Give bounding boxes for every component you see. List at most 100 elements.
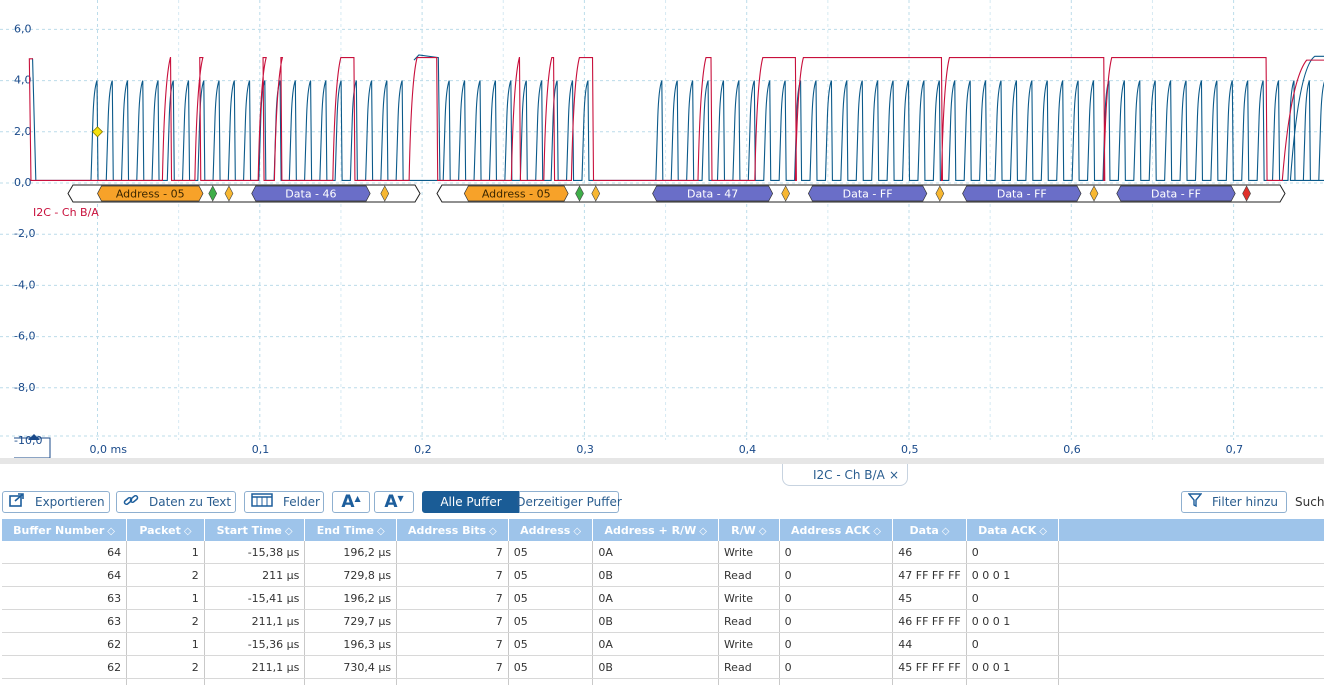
cell-data-ack: 0: [966, 541, 1060, 564]
y-tick-label: 0,0: [14, 176, 32, 189]
decode-green-marker: [575, 185, 584, 202]
column-header-packet[interactable]: Packet ◇: [126, 519, 205, 541]
cell-address-bits: [396, 678, 509, 685]
sort-icon[interactable]: ◇: [284, 525, 293, 537]
fields-button[interactable]: Felder: [244, 491, 324, 513]
sort-icon[interactable]: ◇: [183, 525, 192, 537]
sort-icon[interactable]: ◇: [107, 525, 115, 537]
column-header-buffer-number[interactable]: Buffer Number ◇: [2, 519, 128, 541]
y-tick-label: -8,0: [14, 381, 35, 394]
column-header-address-bits[interactable]: Address Bits ◇: [396, 519, 509, 541]
table-row[interactable]: 63 1 -15,41 µs 196,2 µs 7 05 0A Write 0 45 0: [2, 586, 1324, 610]
arrow-up-icon: ▲: [354, 493, 361, 503]
cell-end-time: 196,2 µs: [304, 541, 398, 564]
sort-icon[interactable]: ◇: [376, 525, 385, 537]
column-header-rw[interactable]: R/W ◇: [718, 519, 780, 541]
decode-yellow-marker: [781, 185, 790, 202]
export-icon: [9, 493, 25, 511]
decode-address-label: Address - 05: [482, 188, 551, 201]
cell-start-time: -15,41 µs: [204, 586, 306, 610]
current-buffer-toggle[interactable]: Derzeitiger Puffer: [516, 491, 622, 513]
cell-address: 05: [508, 563, 594, 587]
x-tick-label: 0,4: [739, 443, 757, 456]
decode-green-marker: [208, 185, 218, 202]
sort-icon[interactable]: ◇: [489, 525, 497, 537]
cell-data-ack: 0 0 0 1: [966, 609, 1060, 633]
cell-data: 45 FF FF FF: [892, 655, 967, 679]
close-icon[interactable]: ×: [888, 467, 899, 482]
data-to-text-button[interactable]: Daten zu Text: [116, 491, 236, 513]
column-header-data-ack[interactable]: Data ACK ◇: [966, 519, 1060, 541]
tab-label: I2C - Ch B/A: [813, 467, 885, 482]
tab-i2c-decoder[interactable]: I2C - Ch B/A ×: [782, 464, 908, 486]
column-header-address-ack[interactable]: Address ACK ◇: [779, 519, 894, 541]
sort-icon[interactable]: ◇: [758, 525, 767, 537]
cell-end-time: [304, 678, 398, 685]
cell-buffer-number: 63: [2, 586, 128, 610]
cell-buffer-number: 63: [2, 609, 128, 633]
cell-data: 46 FF FF FF: [892, 609, 967, 633]
column-header-address[interactable]: Address ◇: [508, 519, 594, 541]
decode-data-label: Data - 46: [285, 188, 336, 201]
y-tick-label: -10,0: [14, 434, 42, 447]
table-row[interactable]: 62 1 -15,36 µs 196,3 µs 7 05 0A Write 0 44 0: [2, 632, 1324, 656]
waveform-plot[interactable]: 6,0 4,0 2,0 0,0 -2,0 -4,0 -6,0 -8,0 -10,0 0,0 ms 0…: [0, 0, 1324, 462]
cell-data: 45: [892, 586, 967, 610]
add-filter-label: Filter hinzu: [1212, 495, 1278, 509]
y-tick-label: -6,0: [14, 330, 35, 343]
cell-address-rw: 0A: [592, 632, 720, 656]
table-row[interactable]: 63 2 211,1 µs 729,7 µs 7 05 0B Read 0 46 FF FF FF…: [2, 609, 1324, 633]
link-icon: [123, 493, 139, 511]
column-header-label: Buffer Number: [13, 523, 105, 537]
table-row[interactable]: 64 2 211 µs 729,8 µs 7 05 0B Read 0 47 FF FF FF 0 …: [2, 563, 1324, 587]
x-tick-label: 0,3: [576, 443, 594, 456]
column-header-start-time[interactable]: Start Time ◇: [204, 519, 306, 541]
decode-data-packet: [652, 185, 774, 202]
all-buffers-toggle[interactable]: Alle Puffer: [422, 491, 520, 513]
axis-handle-arrow-icon: [28, 434, 40, 440]
add-filter-button[interactable]: Filter hinzu: [1181, 491, 1287, 513]
cell-rw: [718, 678, 780, 685]
font-decrease-icon: A: [384, 492, 398, 512]
export-button[interactable]: Exportieren: [2, 491, 110, 513]
channel-label: I2C - Ch B/A: [33, 206, 99, 219]
column-header-label: Address Bits: [408, 523, 487, 537]
cell-end-time: 730,4 µs: [304, 655, 398, 679]
decode-data-label: Data - 47: [687, 188, 738, 201]
sort-icon[interactable]: ◇: [1039, 525, 1047, 537]
sort-icon[interactable]: ◇: [699, 525, 707, 537]
filter-icon: [1187, 493, 1203, 511]
decrease-font-button[interactable]: A ▼: [374, 491, 414, 513]
column-header-label: End Time: [316, 523, 374, 537]
oscilloscope-view[interactable]: 6,0 4,0 2,0 0,0 -2,0 -4,0 -6,0 -8,0 -10,0 0,0 ms 0…: [0, 0, 1324, 462]
fields-label: Felder: [283, 495, 320, 509]
cell-end-time: 196,2 µs: [304, 586, 398, 610]
sort-icon[interactable]: ◇: [941, 525, 950, 537]
x-tick-label: 0,2: [414, 443, 432, 456]
cell-data: 47 FF FF FF: [892, 563, 967, 587]
column-header-address-rw[interactable]: Address + R/W ◇: [592, 519, 720, 541]
sort-icon[interactable]: ◇: [873, 525, 881, 537]
decode-yellow-marker: [591, 185, 601, 202]
cell-data-ack: 0: [966, 586, 1060, 610]
decode-red-marker: [1242, 185, 1251, 202]
table-row[interactable]: [2, 678, 1324, 685]
column-header-data[interactable]: Data ◇: [892, 519, 967, 541]
header-filler: [1058, 519, 1324, 541]
y-tick-label: 6,0: [14, 22, 32, 35]
pane-divider[interactable]: [0, 458, 1324, 464]
cell-start-time: 211,1 µs: [204, 655, 306, 679]
table-columns-icon: [251, 493, 273, 511]
column-header-end-time[interactable]: End Time ◇: [304, 519, 398, 541]
cell-data-ack: 0 0 0 1: [966, 655, 1060, 679]
row-filler: [1058, 586, 1324, 610]
table-header-row: Buffer Number ◇ Packet ◇ Start Time ◇ End Time…: [2, 519, 1324, 541]
table-row[interactable]: 62 2 211,1 µs 730,4 µs 7 05 0B Read 0 45 FF FF FF…: [2, 655, 1324, 679]
cell-data-ack: 0: [966, 632, 1060, 656]
sort-icon[interactable]: ◇: [573, 525, 582, 537]
cell-packet: 2: [126, 655, 205, 679]
increase-font-button[interactable]: A ▲: [332, 491, 370, 513]
row-filler: [1058, 655, 1324, 679]
table-row[interactable]: 64 1 -15,38 µs 196,2 µs 7 05 0A Write 0 46 0: [2, 541, 1324, 564]
cell-address-ack: [779, 678, 894, 685]
